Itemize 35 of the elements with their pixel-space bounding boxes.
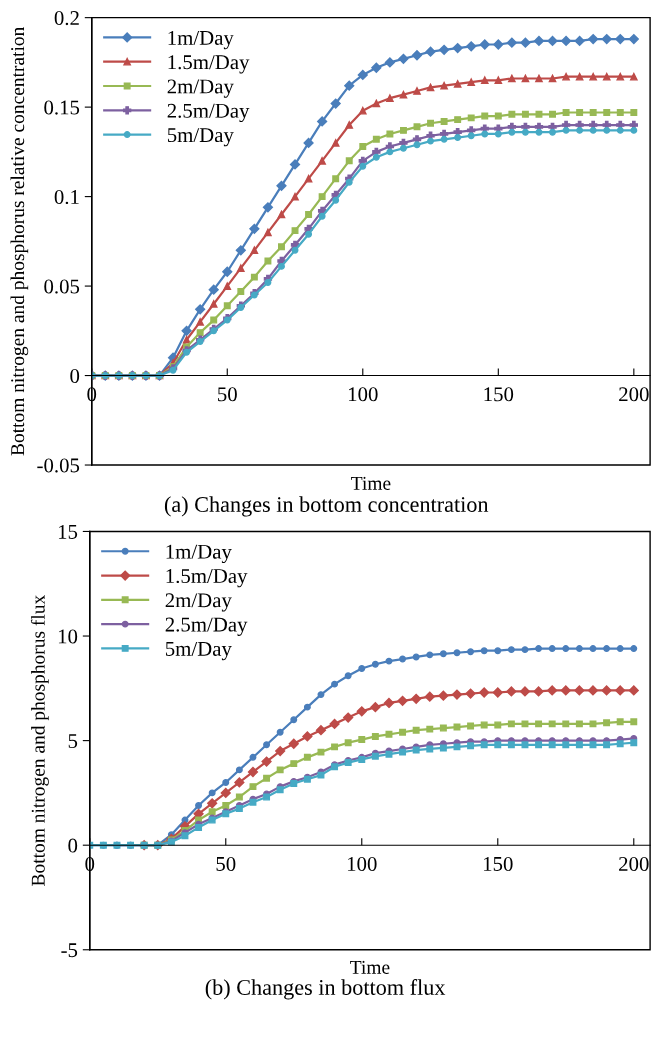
y-axis-title: Bottom nitrogen and phosphorus flux — [30, 595, 49, 886]
legend-label: 2m/Day — [167, 79, 234, 98]
y-tick-label: -5 — [61, 943, 78, 958]
x-tick-label: 200 — [619, 387, 649, 402]
legend-label: 2.5m/Day — [167, 103, 250, 123]
x-tick-label: 50 — [218, 387, 237, 402]
x-tick-label: 150 — [484, 387, 514, 402]
y-tick-label: 0.2 — [54, 11, 79, 26]
legend-label: 5m/Day — [165, 641, 232, 661]
text: (b) Changes in bottom flux — [205, 979, 446, 1000]
legend-label: 2m/Day — [165, 593, 232, 612]
y-tick-label: 0.05 — [44, 279, 80, 294]
x-tick-label: 100 — [349, 387, 378, 402]
y-tick-label: 0.15 — [44, 100, 80, 115]
legend-label: 1m/Day — [166, 544, 232, 564]
legend-label: 1.5m/Day — [166, 569, 248, 588]
x-tick-label: 100 — [347, 856, 377, 871]
y-tick-label: 0 — [68, 838, 78, 853]
x-tick-label: 50 — [216, 856, 236, 871]
legend-label: 1.5m/Day — [168, 55, 250, 74]
legend-label: 1m/Day — [168, 30, 234, 50]
x-axis-title: Time — [350, 960, 390, 974]
legend-label: 2.5m/Day — [165, 617, 248, 636]
y-tick-label: 0.1 — [54, 189, 79, 205]
y-tick-label: 5 — [68, 734, 78, 749]
text: (a) Changes in bottom concentration — [164, 496, 489, 517]
y-tick-label: 15 — [58, 524, 78, 539]
x-tick-label: 150 — [483, 856, 513, 871]
y-axis-title: Bottom nitrogen and phosphorus relative concentration — [10, 26, 29, 456]
x-axis-title: Time — [351, 476, 391, 490]
y-tick-label: 10 — [58, 629, 78, 644]
y-tick-label: 0 — [70, 368, 80, 383]
legend-label: 5m/Day — [167, 128, 234, 147]
y-tick-label: -0.05 — [37, 458, 80, 473]
x-tick-label: 200 — [619, 856, 649, 871]
